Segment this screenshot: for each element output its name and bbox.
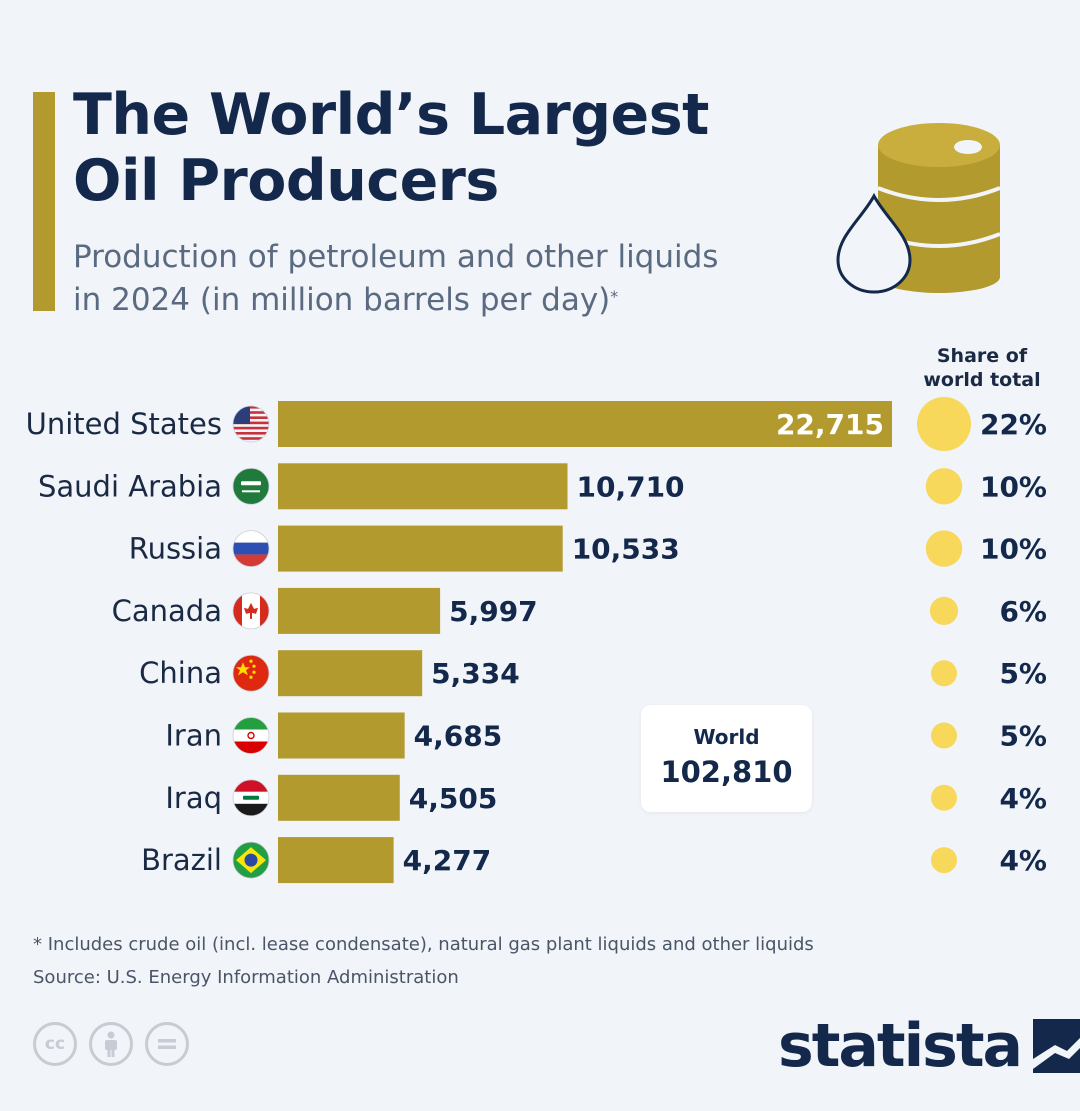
category-label: Saudi Arabia xyxy=(38,469,222,503)
share-label: 5% xyxy=(999,720,1047,753)
subtitle-line-2: in 2024 (in million barrels per day)* xyxy=(73,279,718,322)
flag-iran-icon xyxy=(233,717,269,754)
flag-russia-icon xyxy=(233,530,269,567)
category-label: Brazil xyxy=(141,843,222,877)
chart-subtitle: Production of petroleum and other liquid… xyxy=(73,236,718,322)
share-dot xyxy=(931,847,957,874)
creative-commons-icon[interactable]: cc xyxy=(33,1022,77,1066)
share-header-line-2: world total xyxy=(923,369,1041,391)
category-label: Canada xyxy=(112,594,222,628)
flag-border xyxy=(232,779,270,817)
value-label: 5,334 xyxy=(431,657,520,690)
flag-china-icon xyxy=(233,655,269,692)
world-total-value: 102,810 xyxy=(660,755,793,789)
share-dot xyxy=(931,660,957,687)
value-label: 10,533 xyxy=(572,533,680,566)
value-label: 5,997 xyxy=(449,595,538,628)
flag-usa-icon xyxy=(233,406,269,440)
title-line-1: The World’s Largest xyxy=(73,82,709,148)
flag-border xyxy=(232,467,270,505)
statista-logo[interactable]: statista xyxy=(778,1010,1080,1082)
flag-border xyxy=(232,405,270,443)
license-icons: cc xyxy=(33,1022,189,1066)
category-label: China xyxy=(139,656,222,690)
share-header-line-1: Share of xyxy=(936,345,1028,367)
statista-logo-mark-icon xyxy=(1033,1019,1080,1073)
share-dot xyxy=(917,397,971,451)
source-text: Source: U.S. Energy Information Administ… xyxy=(33,967,459,988)
category-label: United States xyxy=(26,407,222,441)
category-label: Russia xyxy=(129,532,222,566)
value-label: 4,685 xyxy=(414,720,503,753)
value-label: 10,710 xyxy=(576,470,684,503)
title-accent-bar xyxy=(33,92,55,311)
bar xyxy=(278,401,892,447)
world-total-card: World 102,810 xyxy=(641,705,812,812)
flag-border xyxy=(232,841,270,879)
no-derivatives-icon[interactable] xyxy=(145,1022,189,1066)
flag-border xyxy=(232,654,270,692)
subtitle-footnote-marker: * xyxy=(610,287,619,306)
bar xyxy=(278,650,423,697)
attribution-person-icon[interactable] xyxy=(89,1022,133,1066)
share-dot xyxy=(931,722,957,749)
statista-wordmark: statista xyxy=(778,1011,1023,1081)
footnote-block: * Includes crude oil (incl. lease conden… xyxy=(33,928,814,994)
share-dot xyxy=(925,468,963,505)
value-label: 4,505 xyxy=(409,782,498,815)
value-label: 4,277 xyxy=(403,844,492,877)
bar xyxy=(278,587,441,634)
share-label: 4% xyxy=(999,844,1047,877)
flag-canada-icon xyxy=(233,592,269,629)
flag-iraq-icon xyxy=(233,779,269,816)
footnote-text: * Includes crude oil (incl. lease conden… xyxy=(33,934,814,955)
title-line-2: Oil Producers xyxy=(73,148,499,214)
bar xyxy=(278,774,400,821)
share-label: 6% xyxy=(999,595,1047,628)
share-label: 5% xyxy=(999,657,1047,690)
flag-border xyxy=(232,592,270,630)
bar xyxy=(278,525,563,572)
chart-title: The World’s Largest Oil Producers xyxy=(73,82,709,214)
subtitle-line-2-text: in 2024 (in million barrels per day) xyxy=(73,282,611,318)
share-dot xyxy=(925,530,963,567)
share-column-header: Share of world total xyxy=(912,344,1052,392)
share-label: 10% xyxy=(980,533,1047,566)
value-label: 22,715 xyxy=(776,408,884,441)
flag-saudi-arabia-icon xyxy=(233,468,269,505)
share-dot xyxy=(931,784,957,811)
bar xyxy=(278,837,394,884)
share-label: 10% xyxy=(980,470,1047,503)
bar xyxy=(278,712,405,759)
category-label: Iraq xyxy=(165,781,222,815)
flag-brazil-icon xyxy=(233,842,269,879)
share-dot xyxy=(929,596,959,626)
category-label: Iran xyxy=(165,719,222,753)
bar xyxy=(278,463,568,510)
oil-barrel-icon xyxy=(828,110,1008,304)
flag-border xyxy=(232,530,270,567)
subtitle-line-1: Production of petroleum and other liquid… xyxy=(73,239,719,275)
flag-border xyxy=(232,717,270,754)
world-total-label: World xyxy=(693,725,760,749)
share-label: 22% xyxy=(980,408,1047,441)
share-label: 4% xyxy=(999,782,1047,815)
